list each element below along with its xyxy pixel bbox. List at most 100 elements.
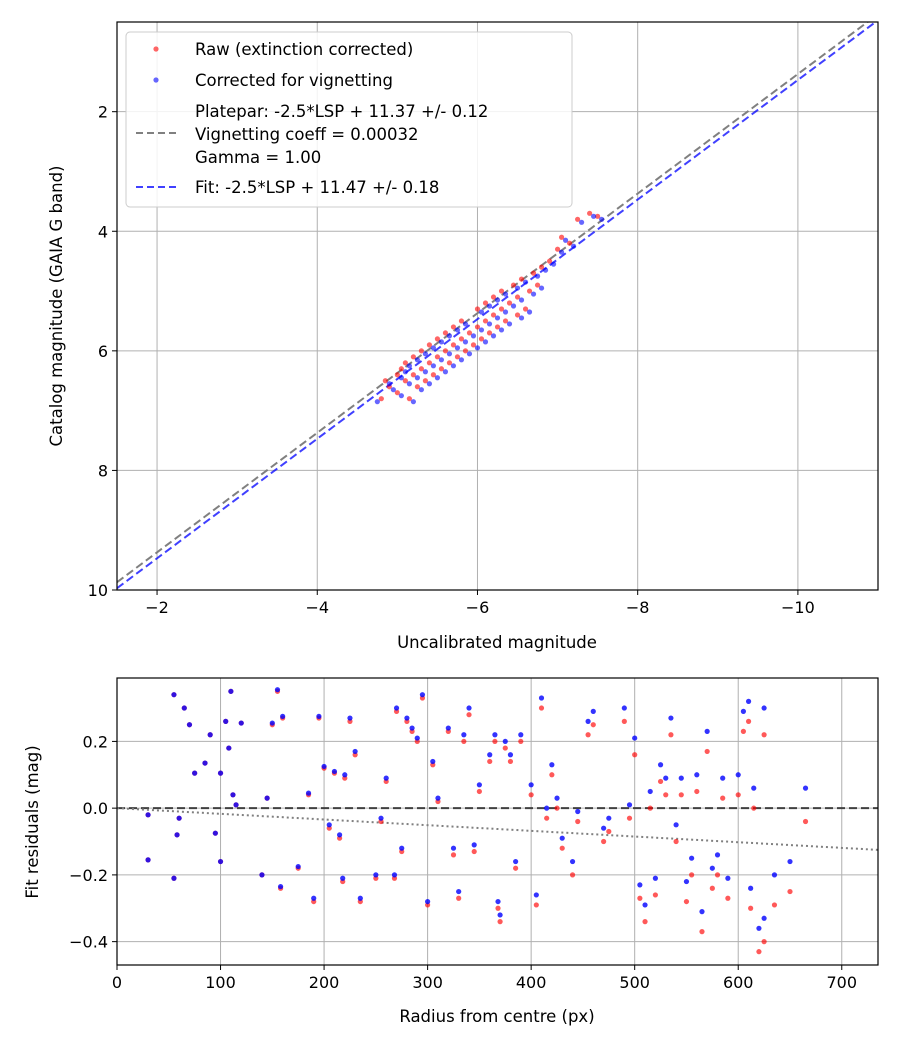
corrected-residual-point (637, 882, 643, 888)
corrected-residual-point (226, 745, 232, 751)
corrected-residual-point (497, 912, 503, 918)
raw-point (510, 282, 517, 288)
corrected-residual-point (569, 858, 576, 865)
corrected-residual-point (414, 735, 420, 741)
raw-residual-point (632, 752, 638, 758)
bottom-x-tick-label: 500 (619, 973, 650, 992)
bottom-x-tick-label: 400 (516, 973, 547, 992)
raw-point (434, 336, 441, 342)
corrected-residual-point (171, 692, 177, 698)
corrected-residual-point (606, 815, 612, 821)
raw-residual-point (538, 705, 545, 711)
raw-point (566, 240, 573, 246)
corrected-point (518, 297, 525, 303)
raw-residual-point (689, 872, 695, 878)
corrected-residual-point (277, 883, 284, 890)
corrected-point (438, 339, 445, 345)
top-x-tick-label: −8 (626, 598, 650, 617)
top-legend: Raw (extinction corrected) Corrected for… (125, 31, 573, 208)
corrected-point (498, 327, 505, 333)
raw-point (538, 264, 545, 270)
corrected-residual-point (186, 722, 193, 728)
top-x-tick-label: −6 (466, 598, 490, 617)
legend-label-vignetting: Vignetting coeff = 0.00032 (195, 125, 419, 144)
corrected-residual-point (756, 925, 762, 931)
raw-point (406, 396, 412, 402)
raw-residual-point (642, 919, 648, 925)
corrected-residual-point (771, 872, 778, 878)
raw-residual-point (559, 845, 565, 851)
corrected-residual-point (145, 812, 151, 818)
corrected-point (410, 399, 416, 405)
corrected-residual-point (694, 772, 700, 778)
corrected-point (470, 333, 477, 339)
raw-point (450, 342, 457, 348)
raw-residual-point (748, 905, 754, 911)
corrected-residual-point (305, 790, 312, 796)
corrected-residual-point (538, 695, 545, 701)
corrected-point (502, 309, 509, 315)
corrected-point (562, 237, 569, 243)
corrected-point (402, 369, 408, 375)
corrected-point (494, 297, 501, 303)
corrected-residual-point (425, 898, 431, 905)
corrected-residual-point (456, 888, 462, 895)
corrected-residual-point (409, 725, 415, 731)
raw-residual-point (497, 919, 503, 925)
corrected-residual-point (391, 872, 398, 878)
corrected-residual-point (326, 822, 332, 828)
raw-residual-point (601, 838, 607, 845)
raw-point (398, 366, 404, 372)
corrected-residual-point (549, 762, 555, 768)
raw-point (438, 366, 445, 372)
corrected-point (454, 345, 461, 351)
corrected-residual-point (238, 720, 244, 726)
raw-point (450, 324, 457, 330)
raw-point (474, 324, 481, 330)
raw-residual-point (621, 718, 627, 724)
corrected-residual-point (230, 792, 236, 798)
raw-point (446, 360, 453, 366)
corrected-residual-point (337, 832, 343, 838)
corrected-point (454, 327, 461, 333)
corrected-residual-point (678, 775, 684, 781)
corrected-residual-point (544, 805, 550, 811)
corrected-point (466, 351, 473, 357)
legend-box (125, 31, 573, 208)
corrected-point (374, 399, 380, 405)
corrected-residual-point (663, 775, 669, 781)
raw-point (378, 396, 384, 402)
corrected-point (426, 381, 433, 387)
legend-label-gamma: Gamma = 1.00 (195, 148, 321, 167)
corrected-residual-point (632, 735, 638, 741)
raw-residual-point (694, 788, 700, 795)
corrected-point (530, 291, 537, 297)
corrected-residual-point (450, 845, 457, 851)
corrected-point (414, 357, 420, 363)
corrected-point (599, 216, 605, 222)
raw-point (430, 372, 437, 378)
corrected-residual-point (689, 855, 695, 861)
corrected-residual-point (642, 902, 648, 908)
corrected-residual-point (725, 875, 731, 881)
raw-point (514, 294, 521, 300)
top-y-tick-label: 6 (98, 342, 108, 361)
raw-residual-point (647, 805, 653, 811)
raw-point (575, 216, 581, 222)
bottom-y-tick-label: 0.2 (83, 732, 108, 751)
raw-point (558, 234, 565, 240)
raw-residual-point (544, 815, 550, 821)
corrected-residual-point (233, 802, 239, 808)
corrected-residual-point (207, 732, 213, 738)
corrected-residual-point (476, 782, 482, 788)
bottom-points (145, 687, 809, 955)
raw-residual-point (476, 788, 482, 795)
raw-residual-point (787, 888, 793, 895)
corrected-point (386, 381, 392, 387)
corrected-residual-point (621, 705, 627, 711)
corrected-residual-point (202, 760, 208, 766)
corrected-residual-point (652, 875, 658, 881)
bottom-y-axis-label: Fit residuals (mag) (23, 745, 42, 898)
corrected-residual-point (554, 795, 560, 801)
